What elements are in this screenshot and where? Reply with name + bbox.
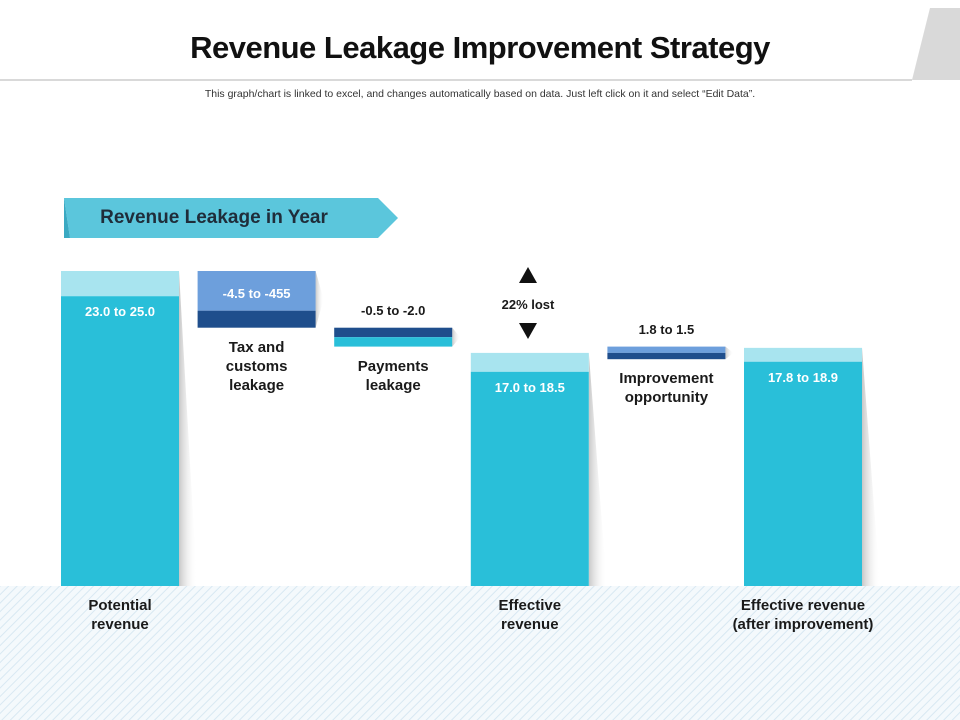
category-label: Effective revenue (after improvement) <box>732 597 874 633</box>
bar <box>61 296 179 586</box>
title-divider <box>0 79 912 81</box>
leak-segment-bottom <box>334 337 453 347</box>
page-subtitle: This graph/chart is linked to excel, and… <box>204 88 756 100</box>
bar-value-label: 23.0 to 25.0 <box>84 304 156 320</box>
annotation-label: 22% lost <box>501 297 555 312</box>
leak-value-label: -0.5 to -2.0 <box>361 302 426 318</box>
floor-hatch <box>0 586 960 720</box>
down-triangle-icon <box>519 323 537 339</box>
bar-range-cap <box>470 352 589 372</box>
category-label: Improvement opportunity <box>619 370 714 407</box>
up-triangle-icon <box>519 267 537 283</box>
leak-value-label: -4.5 to -455 <box>222 286 291 301</box>
leak-segment-bottom <box>607 352 726 360</box>
leak-shadow <box>452 327 461 347</box>
bar-shadow <box>179 271 197 586</box>
bar-shadow <box>862 347 880 586</box>
category-label: Potential revenue <box>88 597 152 633</box>
leak-shadow <box>725 346 734 360</box>
bar <box>470 371 589 586</box>
bar-value-label: 17.0 to 18.5 <box>494 379 565 395</box>
leak-segment-light <box>197 271 316 311</box>
banner-label: Revenue Leakage in Year <box>100 207 328 228</box>
leak-segment-top <box>607 346 726 353</box>
bar-shadow <box>588 352 607 586</box>
bar-range-cap <box>61 271 179 297</box>
bar-value-label: 17.8 to 18.9 <box>767 369 839 385</box>
leak-segment-top <box>334 327 453 338</box>
category-label: Effective revenue <box>498 597 562 633</box>
page-title: Revenue Leakage Improvement Strategy <box>190 30 770 65</box>
bar-range-cap <box>744 347 862 362</box>
leak-value-label: 1.8 to 1.5 <box>638 321 695 337</box>
bar <box>744 361 862 586</box>
category-label: Payments leakage <box>357 357 429 394</box>
leak-segment-dark <box>197 310 316 328</box>
leak-shadow <box>315 271 324 328</box>
category-label: Tax and customs leakage <box>225 338 288 394</box>
